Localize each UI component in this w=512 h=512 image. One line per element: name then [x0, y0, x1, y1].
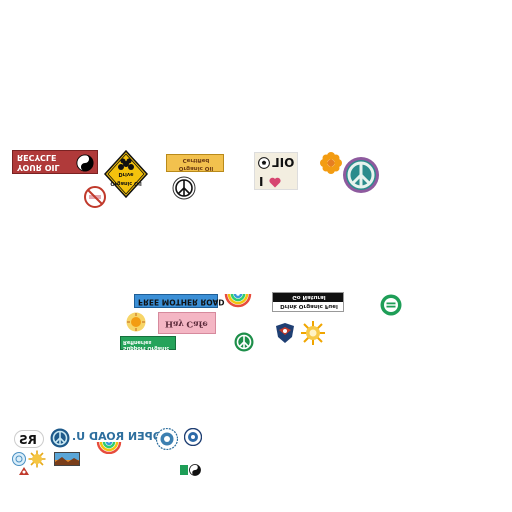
orange-flower-sticker — [320, 152, 342, 174]
badge-icon — [19, 467, 29, 475]
hay-cafe-text: Hay Cafe — [165, 318, 208, 329]
seal-badge-1 — [156, 428, 178, 450]
sun-icon — [28, 450, 46, 468]
yin-yang-icon — [180, 464, 201, 476]
peace-circle-blue — [50, 428, 70, 448]
rs-sticker: RS — [14, 430, 44, 448]
landscape-icon — [55, 453, 79, 465]
hay-cafe-sticker: Hay Cafe — [158, 312, 216, 334]
diamond-line2: Drive — [118, 171, 134, 177]
seal-badge-2 — [184, 428, 202, 446]
peace-icon — [172, 176, 196, 200]
peace-icon — [50, 428, 70, 448]
drink-organic-fuel-sticker: Drink Organic Fuel Go Natural — [272, 292, 344, 312]
peace-badge-small — [172, 176, 196, 200]
equals-icon — [380, 294, 402, 316]
heart-icon — [269, 177, 281, 188]
rainbow-sticker-bottom — [96, 440, 122, 454]
no-symbol-badge — [84, 186, 106, 208]
support-organic-line2: Refineries — [123, 339, 152, 345]
peace-sign-large — [342, 156, 380, 194]
i-love-oil-oil: OIL — [272, 156, 295, 170]
support-organic-sticker: Support Organic Refineries — [120, 336, 176, 351]
sun-icon — [301, 321, 325, 345]
sun-badge-left — [126, 312, 146, 332]
recycle-oil-sticker: YOUR OIL RECYCLE — [12, 150, 98, 174]
eagle-shield-badge — [274, 322, 296, 344]
rs-text: RS — [19, 433, 37, 447]
peace-icon — [343, 157, 379, 193]
drink-organic-line1: Drink Organic Fuel — [280, 303, 338, 309]
certified-line2: Certified — [182, 157, 210, 164]
free-mother-road-text: FREE MOTHER ROAD — [138, 297, 225, 307]
landscape-sticker — [54, 452, 80, 466]
rainbow-sticker — [224, 292, 252, 308]
green-peace-badge — [234, 332, 254, 352]
sun-icon — [126, 312, 146, 332]
certified-line1: Organic Oil — [178, 165, 214, 171]
soccer-ball-icon — [258, 157, 270, 169]
diamond-line1: Organic Oil — [110, 180, 142, 186]
swirl-icon — [12, 452, 26, 466]
green-circle-badge — [380, 294, 402, 316]
peace-icon — [234, 332, 254, 352]
yin-yang-icon — [76, 154, 94, 172]
recycle-oil-line1: YOUR OIL — [17, 163, 60, 172]
organic-oil-certified-label: Organic Oil Certified — [166, 154, 224, 172]
free-mother-road-sticker: FREE MOTHER ROAD — [134, 294, 224, 308]
recycle-oil-line2: RECYCLE — [17, 153, 57, 162]
seal-icon — [184, 428, 202, 446]
eagle-icon — [276, 323, 294, 343]
rainbow-icon — [96, 441, 122, 454]
sun-badge-bottom — [28, 450, 46, 468]
mini-yin-yang-sticker — [180, 464, 202, 476]
organic-oil-diamond-sign: Organic Oil Drive — [104, 150, 148, 198]
red-small-badge — [18, 466, 30, 476]
prohibited-icon — [84, 186, 106, 208]
flower-icon — [320, 152, 342, 174]
i-love-oil-i: I — [259, 175, 264, 189]
i-love-oil-sticker: OIL I — [254, 152, 298, 190]
sunburst-badge — [300, 320, 326, 346]
swirl-badge — [12, 452, 26, 466]
seal-icon — [156, 428, 178, 450]
drink-organic-line2: Go Natural — [292, 294, 326, 301]
rainbow-icon — [224, 293, 252, 308]
support-organic-line1: Support Organic — [123, 345, 170, 351]
